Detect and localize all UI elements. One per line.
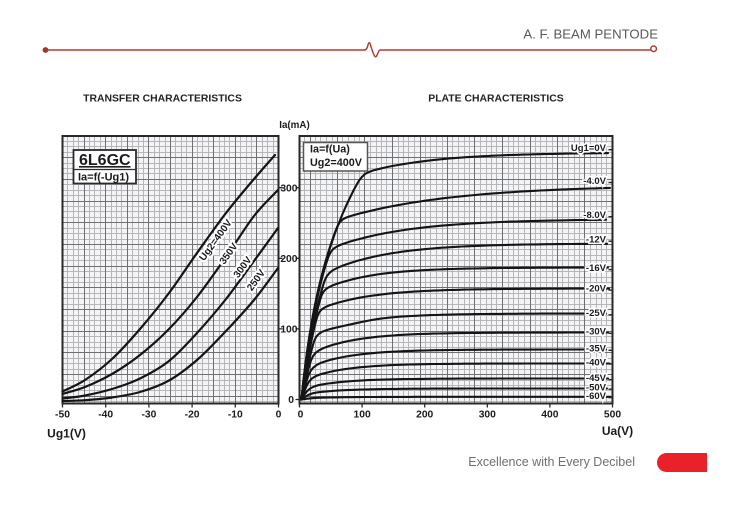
svg-text:-4.0V: -4.0V (583, 176, 606, 187)
svg-text:-50: -50 (55, 410, 70, 421)
svg-text:500: 500 (604, 410, 621, 421)
svg-text:200: 200 (280, 254, 297, 265)
svg-text:-12V: -12V (586, 235, 607, 246)
svg-text:-45V: -45V (586, 373, 607, 384)
svg-text:-60V: -60V (586, 391, 607, 402)
svg-text:-40V: -40V (586, 357, 607, 368)
svg-text:-35V: -35V (586, 344, 607, 355)
svg-text:Ug1=0V: Ug1=0V (571, 143, 607, 154)
svg-text:Ug2=400V: Ug2=400V (310, 157, 363, 169)
svg-text:-25V: -25V (586, 308, 607, 319)
svg-text:-10: -10 (228, 410, 243, 421)
svg-text:-30V: -30V (586, 327, 607, 338)
svg-text:0: 0 (288, 395, 294, 406)
svg-text:Ia=f(Ua): Ia=f(Ua) (310, 144, 350, 156)
svg-text:100: 100 (354, 410, 371, 421)
svg-text:-20: -20 (185, 410, 200, 421)
svg-text:Ug1(V): Ug1(V) (47, 427, 86, 441)
svg-text:Ia(mA): Ia(mA) (279, 120, 309, 131)
svg-text:-8.0V: -8.0V (583, 210, 606, 221)
svg-text:Ua(V): Ua(V) (602, 424, 633, 438)
svg-text:TRANSFER CHARACTERISTICS: TRANSFER CHARACTERISTICS (83, 93, 242, 104)
svg-text:300: 300 (479, 410, 496, 421)
svg-text:-30: -30 (141, 410, 156, 421)
svg-text:0: 0 (298, 410, 304, 421)
svg-text:400: 400 (541, 410, 558, 421)
svg-text:0: 0 (276, 410, 282, 421)
svg-text:A. F. BEAM PENTODE: A. F. BEAM PENTODE (523, 26, 658, 41)
svg-text:-20V: -20V (586, 284, 607, 295)
svg-text:100: 100 (280, 325, 297, 336)
svg-text:6L6GC: 6L6GC (79, 152, 131, 169)
svg-text:-40: -40 (98, 410, 113, 421)
svg-text:300: 300 (280, 183, 297, 194)
svg-text:-50V: -50V (586, 383, 607, 394)
svg-text:Ia=f(-Ug1): Ia=f(-Ug1) (78, 172, 129, 184)
svg-text:-16V: -16V (586, 263, 607, 274)
svg-text:200: 200 (416, 410, 433, 421)
svg-text:PLATE CHARACTERISTICS: PLATE CHARACTERISTICS (428, 93, 564, 104)
svg-text:Excellence with Every Decibel: Excellence with Every Decibel (468, 455, 635, 469)
